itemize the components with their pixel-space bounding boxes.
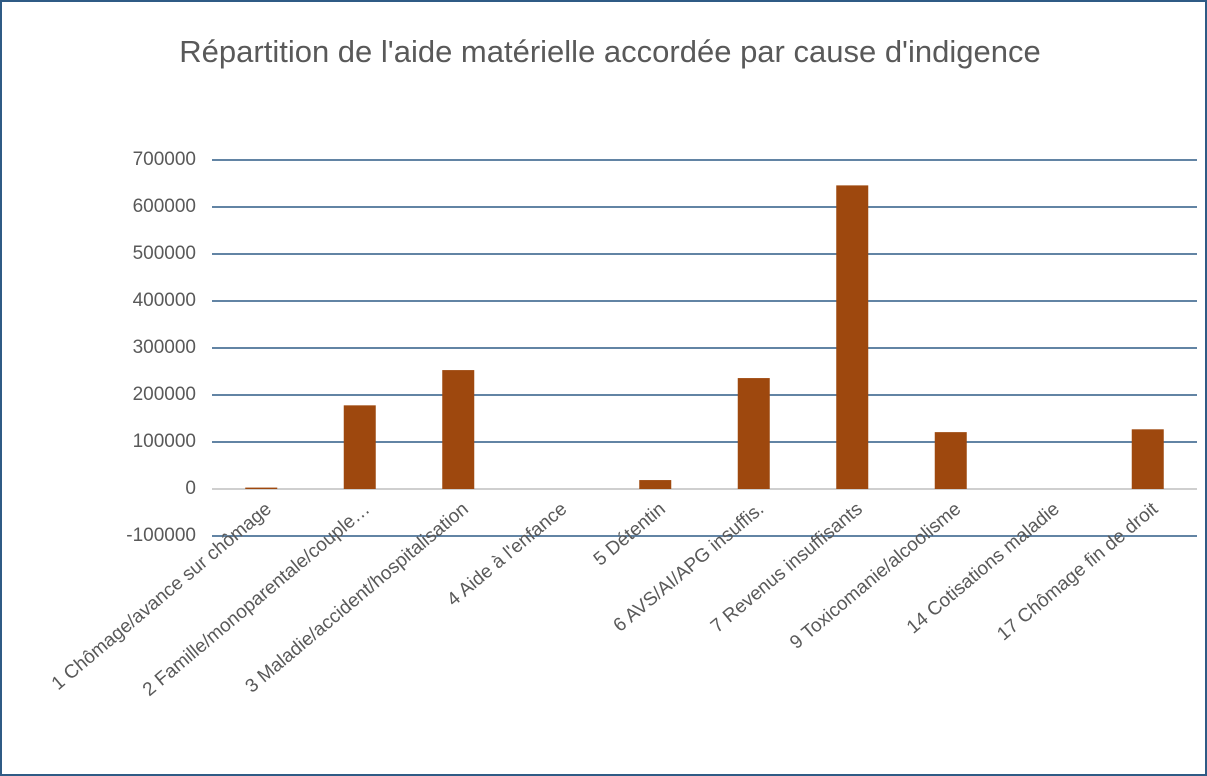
- x-tick-label: 5 Détentin: [590, 499, 670, 571]
- y-tick-label: 500000: [133, 243, 196, 264]
- x-tick-label: 9 Toxicomanie/alcoolisme: [786, 499, 965, 654]
- bar: [245, 487, 278, 489]
- bar: [442, 370, 475, 489]
- bar: [836, 185, 869, 489]
- y-tick-label: 700000: [133, 149, 196, 170]
- x-tick-label: 17 Chômage fin de droit: [993, 498, 1162, 645]
- y-tick-label: 400000: [133, 290, 196, 311]
- bar: [737, 378, 770, 489]
- bar: [639, 480, 672, 489]
- y-tick-label: -100000: [126, 525, 196, 546]
- y-tick-label: 100000: [133, 431, 196, 452]
- bar: [1131, 429, 1164, 489]
- y-tick-label: 300000: [133, 337, 196, 358]
- bar: [343, 405, 376, 489]
- y-tick-label: 200000: [133, 384, 196, 405]
- y-tick-label: 0: [185, 478, 196, 499]
- y-tick-label: 600000: [133, 196, 196, 217]
- chart-title: Répartition de l'aide matérielle accordé…: [179, 34, 1041, 69]
- bar: [934, 432, 967, 489]
